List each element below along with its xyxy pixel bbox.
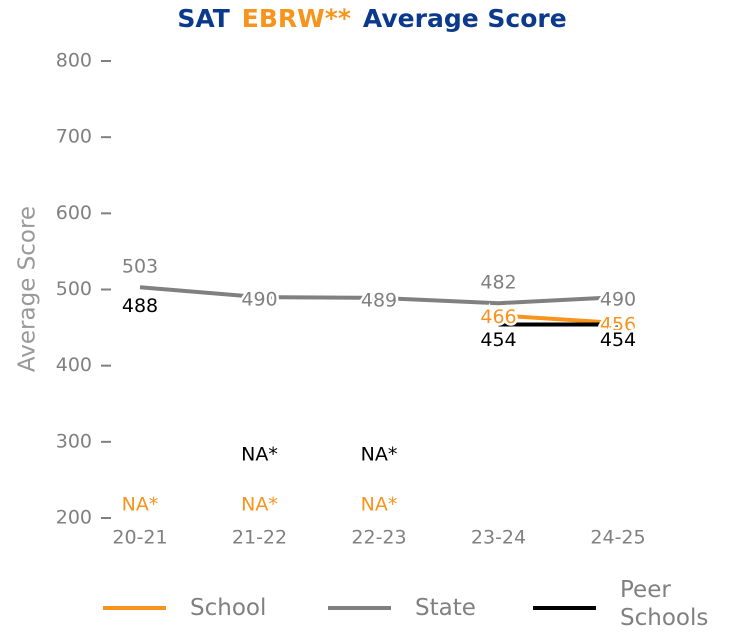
data-label: 454 <box>480 329 516 351</box>
series-line <box>498 313 619 326</box>
data-label: 456 <box>600 314 636 336</box>
title-part: EBRW** <box>242 4 351 33</box>
title-part: SAT <box>177 4 229 33</box>
y-tick-label: 600 <box>56 202 92 224</box>
chart-title: SAT EBRW** Average Score <box>177 4 566 33</box>
y-axis-label: Average Score <box>15 206 41 372</box>
legend-label: Peer Schools <box>620 577 709 631</box>
data-label: 454 <box>600 329 636 351</box>
data-label: 489 <box>361 289 397 311</box>
x-tick-label: 22-23 <box>351 527 406 549</box>
y-tick-label: 300 <box>56 430 92 452</box>
data-label: 503 <box>122 256 158 278</box>
data-label: NA* <box>361 444 398 466</box>
data-label: 490 <box>241 289 277 311</box>
x-tick-label: 20-21 <box>112 527 167 549</box>
data-label: 482 <box>480 272 516 294</box>
y-tick-label: 800 <box>56 50 92 72</box>
data-label: NA* <box>122 494 159 516</box>
y-tick-label: 500 <box>56 278 92 300</box>
y-tick-label: 700 <box>56 126 92 148</box>
title-part: Average Score <box>363 4 567 33</box>
legend-label: School <box>190 595 267 621</box>
y-tick-label: 400 <box>56 354 92 376</box>
data-label: 490 <box>600 289 636 311</box>
data-label: NA* <box>241 444 278 466</box>
x-tick-label: 21-22 <box>232 527 287 549</box>
y-tick-label: 200 <box>56 507 92 529</box>
data-label: 466 <box>480 306 516 328</box>
data-label: 488 <box>122 295 158 317</box>
data-label: NA* <box>241 494 278 516</box>
series-line <box>139 285 619 306</box>
legend-label: State <box>415 595 476 621</box>
data-label: NA* <box>361 494 398 516</box>
x-tick-label: 24-25 <box>590 527 645 549</box>
x-tick-label: 23-24 <box>471 527 526 549</box>
